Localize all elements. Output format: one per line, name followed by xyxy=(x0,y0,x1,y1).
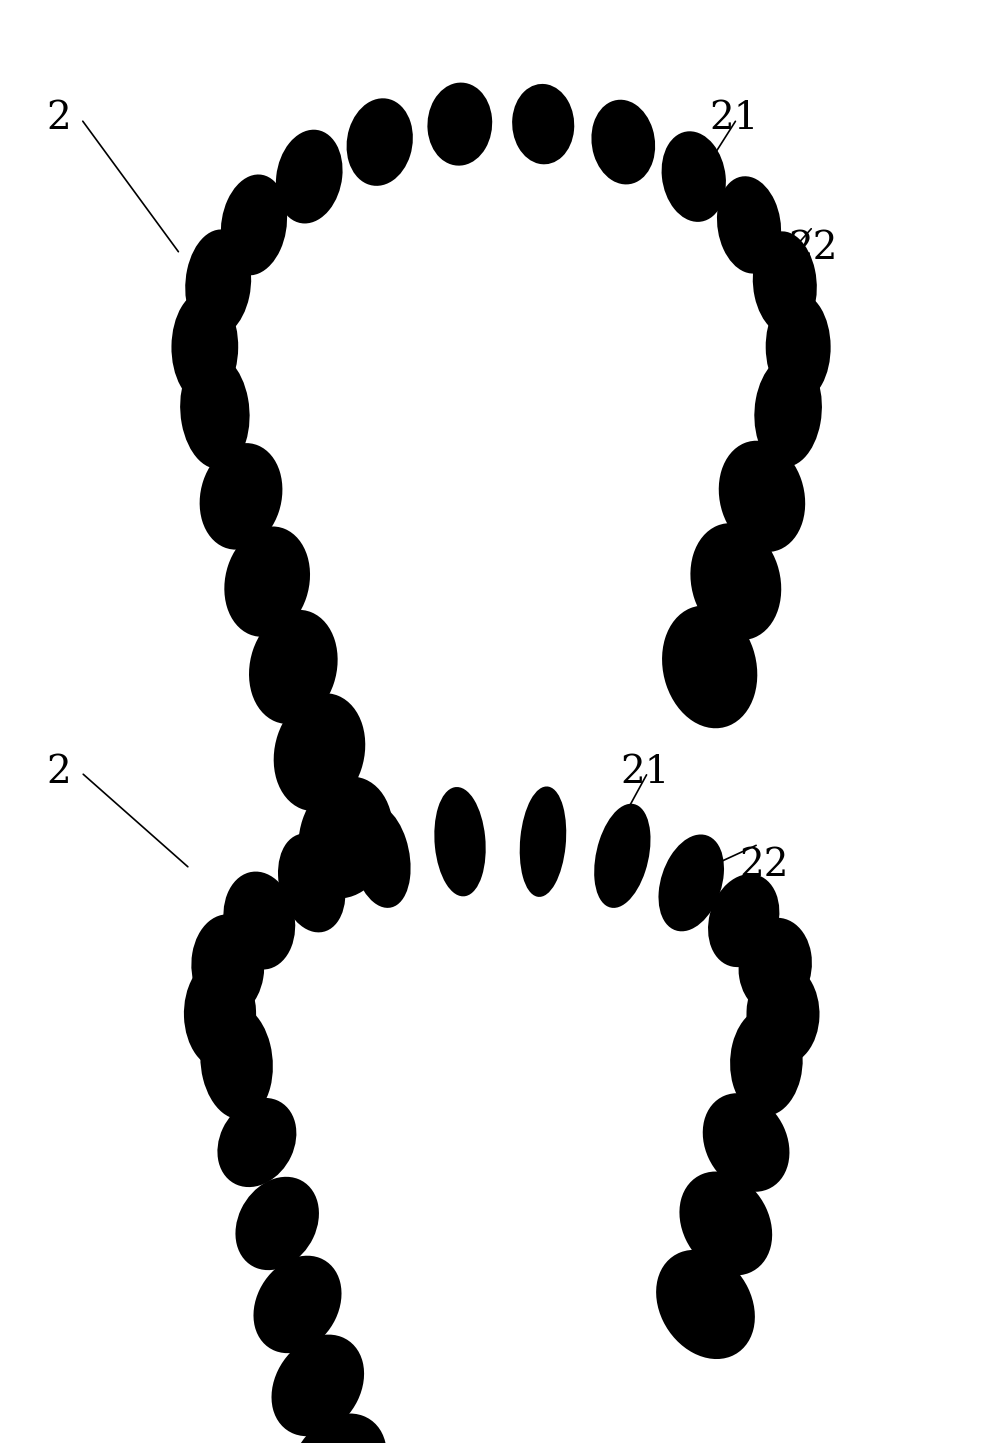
Ellipse shape xyxy=(221,175,286,274)
Ellipse shape xyxy=(592,100,653,183)
Text: 21: 21 xyxy=(708,100,758,138)
Ellipse shape xyxy=(520,787,565,896)
Ellipse shape xyxy=(348,100,412,184)
Text: 22: 22 xyxy=(738,847,788,884)
Ellipse shape xyxy=(249,610,337,724)
Ellipse shape xyxy=(659,835,722,931)
Ellipse shape xyxy=(201,1005,272,1118)
Ellipse shape xyxy=(679,1173,771,1275)
Ellipse shape xyxy=(662,606,756,728)
Ellipse shape xyxy=(766,293,829,400)
Ellipse shape xyxy=(656,1251,754,1359)
Ellipse shape xyxy=(255,1257,340,1353)
Ellipse shape xyxy=(428,84,491,165)
Ellipse shape xyxy=(690,523,780,639)
Ellipse shape xyxy=(730,1008,801,1115)
Ellipse shape xyxy=(755,357,820,465)
Ellipse shape xyxy=(186,231,249,336)
Ellipse shape xyxy=(277,130,342,222)
Ellipse shape xyxy=(352,805,409,906)
Ellipse shape xyxy=(513,86,572,164)
Ellipse shape xyxy=(275,695,364,811)
Ellipse shape xyxy=(172,291,236,402)
Ellipse shape xyxy=(181,354,248,468)
Ellipse shape xyxy=(184,960,255,1067)
Ellipse shape xyxy=(754,232,815,334)
Ellipse shape xyxy=(279,834,344,931)
Ellipse shape xyxy=(594,805,649,906)
Ellipse shape xyxy=(708,874,778,966)
Ellipse shape xyxy=(435,787,484,895)
Ellipse shape xyxy=(200,444,282,548)
Text: 22: 22 xyxy=(788,229,837,267)
Ellipse shape xyxy=(300,777,392,898)
Text: 21: 21 xyxy=(619,754,669,790)
Text: 2: 2 xyxy=(46,754,71,790)
Ellipse shape xyxy=(218,1099,295,1186)
Ellipse shape xyxy=(719,442,804,551)
Ellipse shape xyxy=(717,177,780,273)
Ellipse shape xyxy=(225,528,309,635)
Ellipse shape xyxy=(746,964,818,1064)
Ellipse shape xyxy=(291,1415,385,1450)
Ellipse shape xyxy=(224,873,294,969)
Ellipse shape xyxy=(192,915,263,1015)
Ellipse shape xyxy=(273,1335,363,1436)
Ellipse shape xyxy=(236,1177,318,1269)
Ellipse shape xyxy=(703,1095,788,1190)
Text: 2: 2 xyxy=(46,100,71,138)
Ellipse shape xyxy=(738,919,810,1012)
Ellipse shape xyxy=(662,132,724,220)
